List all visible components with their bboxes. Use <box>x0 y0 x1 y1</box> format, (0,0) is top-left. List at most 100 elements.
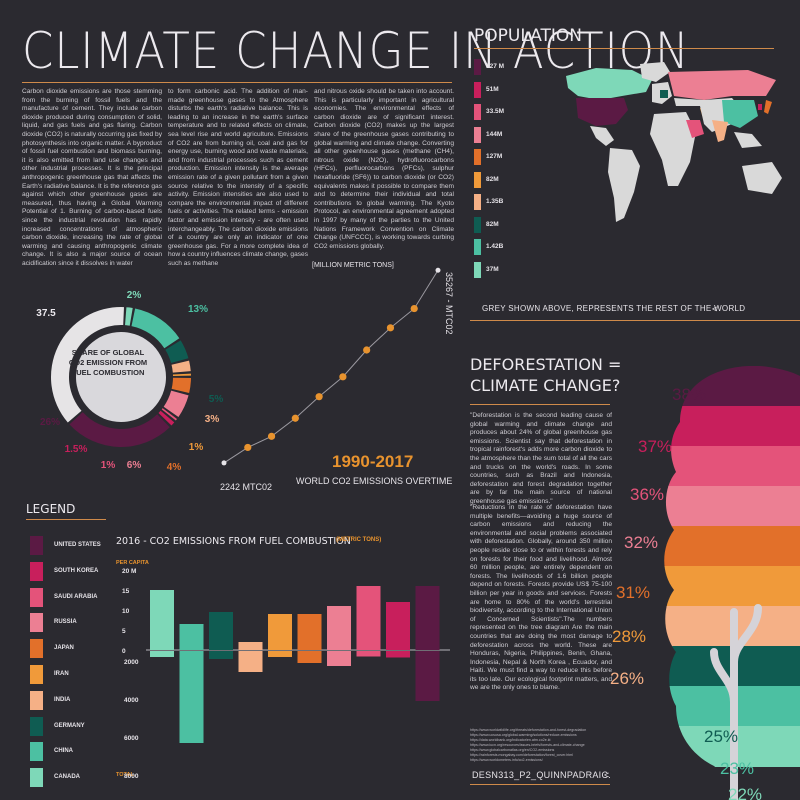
per-capita-bar <box>179 624 204 650</box>
total-tick: 2000 <box>124 659 139 666</box>
map-india <box>712 120 728 142</box>
deforestation-tree-chart: 38% 37% 36% 32% 31% 28% 26% 25% 23% 22% <box>610 366 800 800</box>
population-row: 82M <box>474 215 534 238</box>
population-swatch <box>474 81 481 98</box>
per-capita-bar <box>386 602 410 650</box>
credit-mark: < <box>604 770 610 780</box>
tree-band <box>664 686 800 727</box>
donut-slice <box>161 408 178 421</box>
intro-column-3: and nitrous oxide should be taken into a… <box>314 88 454 250</box>
legend-swatch <box>30 690 43 710</box>
bar-chart-unit: (METRIC TONS) <box>336 537 382 543</box>
bar-chart-title: 2016 - CO2 EMISSIONS FROM FUEL COMBUSTIO… <box>116 536 351 547</box>
population-swatch <box>474 239 481 255</box>
per-capita-tick: 20 M <box>122 568 136 575</box>
population-value: 37M <box>486 265 499 273</box>
map-africa <box>650 112 696 186</box>
population-swatch <box>474 194 481 210</box>
source-link[interactable]: https://www.globalcarbonatlas.org/en/CO2… <box>470 748 555 752</box>
legend-label: IRAN <box>54 670 69 677</box>
population-rule <box>474 48 774 49</box>
map-usa <box>576 98 628 126</box>
source-link[interactable]: https://www.worldometers.info/co2-emissi… <box>470 758 543 762</box>
population-row: 127M <box>474 147 534 170</box>
emissions-point <box>267 432 276 440</box>
total-label: TOTAL <box>116 772 134 778</box>
deforestation-title: DEFORESTATION = CLIMATE CHANGE? <box>470 354 621 396</box>
per-capita-bar <box>327 606 351 650</box>
tree-band-label: 26% <box>610 669 644 688</box>
donut-slice-label: 37.5 <box>36 308 56 319</box>
tree-band <box>664 486 800 527</box>
total-bar <box>268 651 292 657</box>
co2-fuel-combustion-bar-chart: 20 M15105020004000600080001000 <box>122 568 450 780</box>
population-value: 127M <box>486 153 503 160</box>
donut-slice <box>131 308 180 349</box>
world-emissions-line-chart <box>221 267 441 466</box>
population-row: 1.35B <box>474 192 534 215</box>
legend-label: INDIA <box>54 696 71 703</box>
legend-swatch <box>30 742 43 762</box>
map-japan <box>764 100 772 114</box>
legend-swatch <box>30 536 43 555</box>
map-saudi-arabia <box>686 120 704 138</box>
total-bar <box>415 651 440 701</box>
total-tick: 8000 <box>124 773 139 780</box>
source-link[interactable]: https://www.ucsusa.org/global-warming/so… <box>470 733 577 737</box>
population-value: 82M <box>486 220 499 228</box>
total-bar <box>179 651 204 743</box>
line-chart-start-label: 2242 MTC02 <box>220 482 273 492</box>
emissions-point <box>315 393 323 401</box>
donut-slice <box>171 360 191 373</box>
population-row: 33.5M <box>474 102 534 125</box>
donut-title: SHARE OF GLOBAL CO2 EMISSION FROM FUEL C… <box>68 348 148 377</box>
population-swatch <box>474 126 481 143</box>
source-link[interactable]: https://www.iucn.org/resources/issues-br… <box>470 743 585 747</box>
title-rule <box>22 82 452 83</box>
map-southeast-asia <box>734 132 762 148</box>
per-capita-tick: 15 <box>122 588 130 595</box>
population-value: 82M <box>486 175 499 183</box>
population-row: 327 M <box>474 57 534 80</box>
per-capita-tick: 10 <box>122 608 130 615</box>
deforestation-title-line-2: CLIMATE CHANGE? <box>470 376 621 395</box>
source-link[interactable]: https://data.worldbank.org/indicator/en.… <box>470 738 551 742</box>
donut-slice <box>158 410 175 426</box>
map-china <box>722 100 758 128</box>
tree-band-label: 28% <box>612 627 646 646</box>
emissions-point <box>291 414 299 422</box>
donut-slice <box>50 307 124 423</box>
map-australia <box>742 162 782 194</box>
intro-column-2: to form carbonic acid. The addition of m… <box>168 88 309 267</box>
emissions-point <box>363 346 371 354</box>
total-bar <box>209 651 233 659</box>
line-chart-title: WORLD CO2 EMISSIONS OVERTIME <box>296 476 453 486</box>
emissions-point <box>410 304 418 313</box>
population-title: POPULATION <box>474 26 582 46</box>
tree-trunk <box>710 604 762 800</box>
donut-center <box>76 332 166 422</box>
deforestation-rule <box>470 404 610 405</box>
population-footer-mark: < <box>712 304 718 314</box>
source-link[interactable]: https://www.worldwildlife.org/threats/de… <box>470 728 587 732</box>
source-link[interactable]: https://rainforests.mongabay.com/defores… <box>470 753 574 757</box>
tree-band <box>664 566 800 607</box>
legend-swatch <box>30 561 43 581</box>
legend-label: JAPAN <box>54 645 74 652</box>
legend-swatch <box>30 639 43 659</box>
tree-band-label: 22% <box>728 785 762 800</box>
tree-band-label: 23% <box>720 759 754 778</box>
population-row: 51M <box>474 80 534 103</box>
donut-slice-label: 3% <box>205 414 220 425</box>
emissions-line <box>223 270 439 464</box>
credit-rule <box>470 784 610 785</box>
legend-label: CANADA <box>54 774 80 781</box>
tree-band <box>664 526 800 567</box>
population-footer: GREY SHOWN ABOVE, REPRESENTS THE REST OF… <box>482 304 746 313</box>
per-capita-bar <box>415 586 440 650</box>
deforestation-title-line-1: DEFORESTATION = <box>470 355 622 374</box>
map-canada <box>566 68 652 100</box>
total-bar <box>386 651 410 658</box>
tree-band-label: 31% <box>616 583 650 602</box>
emissions-point <box>386 324 395 332</box>
